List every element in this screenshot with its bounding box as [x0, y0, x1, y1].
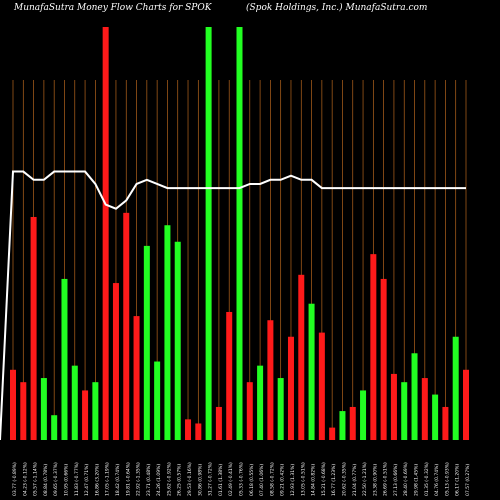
- money-flow-bar: [30, 216, 37, 440]
- money-flow-bar: [215, 406, 222, 440]
- money-flow-bar: [164, 225, 171, 440]
- x-tick-label: 26.25 (0.57%): [177, 464, 183, 496]
- x-tick-label: 23.38 (0.90%): [372, 464, 378, 496]
- money-flow-bar: [370, 254, 377, 440]
- money-flow-bar: [185, 419, 192, 440]
- money-flow-bar: [349, 406, 356, 440]
- money-flow-bar: [51, 415, 58, 440]
- x-tick-label: 25.62 (-0.92%): [166, 462, 172, 496]
- money-flow-bar: [92, 382, 99, 440]
- money-flow-bar: [236, 27, 243, 440]
- x-tick-label: 11.83 (-0.77%): [74, 462, 80, 496]
- money-flow-bar: [267, 320, 274, 440]
- x-tick-label: 03.77 (-0.89%): [12, 462, 18, 496]
- x-tick-labels: 03.77 (-0.89%) 04.23 (-0.12%) 05.57 (-1.14…: [12, 462, 471, 496]
- bar-layer: [10, 27, 469, 440]
- money-flow-bar: [411, 353, 418, 440]
- x-tick-label: 19.81 (-0.64%): [125, 462, 131, 496]
- x-tick-label: 23.71 (0.48%): [146, 464, 152, 496]
- x-tick-label: 13.05 (-0.51%): [300, 462, 306, 496]
- x-tick-label: 02.49 (-0.41%): [228, 462, 234, 496]
- money-flow-bar: [246, 382, 253, 440]
- x-tick-label: 01.35 (-0.32%): [424, 462, 430, 496]
- x-tick-label: 05.13 (-0.93%): [444, 462, 450, 496]
- money-flow-bar: [71, 365, 78, 440]
- x-tick-label: 22.92 (-1.35%): [136, 462, 142, 496]
- money-flow-bar: [257, 365, 264, 440]
- money-flow-bar: [287, 336, 294, 440]
- money-flow-bar: [318, 332, 325, 440]
- x-tick-label: 08.84 (0.78%): [43, 464, 49, 496]
- money-flow-bar: [40, 378, 47, 440]
- money-flow-bar: [421, 378, 428, 440]
- x-tick-label: 14.84 (0.82%): [311, 464, 317, 496]
- money-flow-bar: [226, 311, 233, 440]
- x-tick-label: 01.61 (1.38%): [218, 464, 224, 496]
- x-tick-label: 08.58 (-0.72%): [269, 462, 275, 496]
- x-tick-label: 21.04 (0.77%): [352, 464, 358, 496]
- money-flow-line: [0, 170, 466, 441]
- x-tick-label: 27.13 (0.66%): [393, 464, 399, 496]
- money-flow-bar: [20, 382, 27, 440]
- x-tick-label: 26.69 (-0.51%): [383, 462, 389, 496]
- money-flow-bar: [277, 378, 284, 440]
- x-tick-label: 07.40 (1.06%): [259, 464, 265, 496]
- money-flow-bar: [308, 303, 315, 440]
- money-flow-bar: [360, 390, 367, 440]
- money-flow-bar: [195, 423, 202, 440]
- money-flow-bar: [442, 406, 449, 440]
- x-tick-label: 15.21 (-0.68%): [321, 462, 327, 496]
- chart-title-right: (Spok Holdings, Inc.) MunafaSutra.com: [246, 3, 428, 13]
- x-tick-label: 04.23 (-0.12%): [22, 462, 28, 496]
- x-tick-label: 16.86 (3.20%): [94, 464, 100, 496]
- money-flow-bar: [401, 382, 408, 440]
- x-tick-label: 06.18 (0.55%): [249, 464, 255, 496]
- x-tick-label: 05.57 (-1.14%): [33, 462, 39, 496]
- money-flow-bar: [205, 27, 212, 440]
- x-tick-label: 16.77 (1.23%): [331, 464, 337, 496]
- money-flow-bar: [143, 245, 150, 440]
- x-tick-label: 20.62 (-0.35%): [341, 462, 347, 496]
- x-tick-label: 05.33 (-0.76%): [239, 462, 245, 496]
- money-flow-bar: [432, 394, 439, 440]
- money-flow-bar: [339, 411, 346, 440]
- line-layer: [0, 170, 466, 441]
- money-flow-bar: [154, 361, 161, 440]
- x-tick-label: 18.42 (0.74%): [115, 464, 121, 496]
- x-tick-label: 24.26 (1.09%): [156, 464, 162, 496]
- money-flow-bar: [112, 283, 119, 440]
- money-flow-bar: [10, 369, 16, 440]
- money-flow-bar: [123, 212, 130, 440]
- x-tick-label: 30.86 (0.98%): [197, 464, 203, 496]
- money-flow-bar: [380, 278, 387, 440]
- x-tick-label: 12.93 (1.31%): [290, 464, 296, 496]
- x-tick-label: 17.05 (-1.19%): [105, 462, 111, 496]
- money-flow-bar: [390, 373, 397, 440]
- money-flow-bar: [298, 274, 305, 440]
- money-flow-bar: [133, 316, 140, 440]
- money-flow-bar: [174, 241, 181, 440]
- x-tick-label: 12.47 (0.71%): [84, 464, 90, 496]
- x-tick-label: 04.76 (0.74%): [434, 464, 440, 496]
- x-tick-label: 31.27 (-0.72%): [208, 462, 214, 496]
- money-flow-bar: [61, 278, 68, 440]
- x-tick-label: 29.53 (-0.16%): [187, 462, 193, 496]
- x-tick-label: 09.21 (0.42%): [280, 464, 286, 496]
- x-tick-label: 29.98 (1.45%): [414, 464, 420, 496]
- x-tick-label: 28.40 (-0.69%): [403, 462, 409, 496]
- chart-title-left: MunafaSutra Money Flow Charts for SPOK: [14, 3, 212, 13]
- x-tick-label: 09.65 (-0.37%): [53, 462, 59, 496]
- money-flow-bar: [102, 27, 109, 440]
- money-flow-bar: [329, 427, 336, 440]
- money-flow-bar: [82, 390, 89, 440]
- x-tick-label: 10.95 (0.66%): [63, 464, 69, 496]
- money-flow-bar: [463, 369, 469, 440]
- x-tick-label: 07.57 (0.27%): [465, 464, 471, 496]
- x-tick-label: 22.50 (-1.21%): [362, 462, 368, 496]
- x-tick-label: 06.17 (1.20%): [455, 464, 461, 496]
- money-flow-bar: [452, 336, 459, 440]
